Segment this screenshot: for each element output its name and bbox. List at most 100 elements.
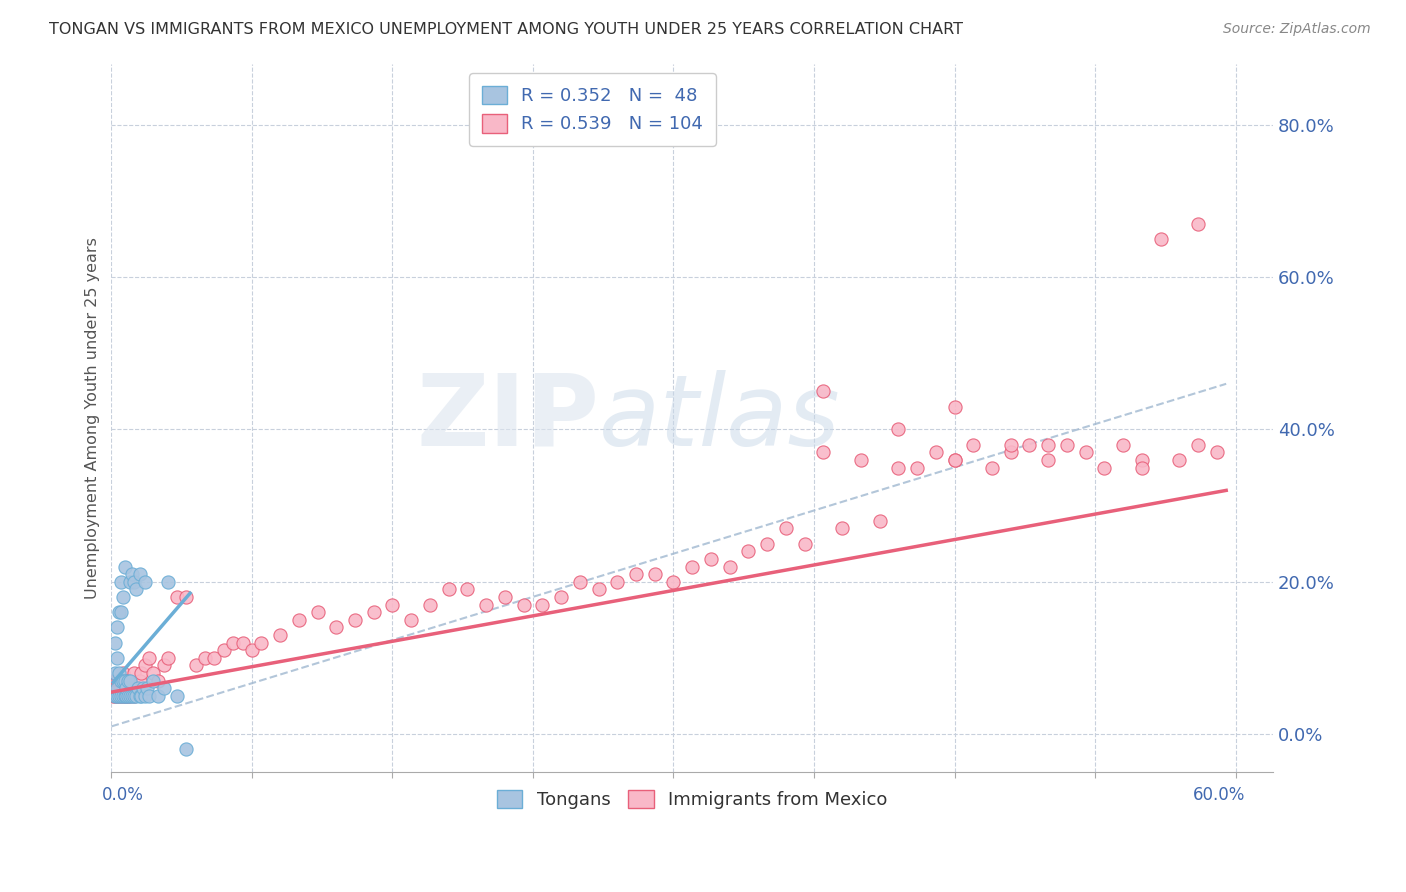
Point	[307, 605, 329, 619]
Point	[111, 673, 134, 688]
Point	[121, 567, 143, 582]
Point	[588, 582, 610, 597]
Point	[114, 689, 136, 703]
Point	[111, 590, 134, 604]
Point	[737, 544, 759, 558]
Point	[117, 689, 139, 703]
Point	[681, 559, 703, 574]
Point	[475, 598, 498, 612]
Point	[121, 689, 143, 703]
Point	[108, 681, 131, 696]
Point	[943, 400, 966, 414]
Point	[105, 689, 128, 703]
Point	[813, 384, 835, 399]
Point	[240, 643, 263, 657]
Point	[1149, 232, 1171, 246]
Point	[756, 537, 779, 551]
Point	[148, 673, 170, 688]
Point	[115, 689, 138, 703]
Point	[134, 658, 156, 673]
Point	[1130, 460, 1153, 475]
Point	[343, 613, 366, 627]
Point	[176, 590, 198, 604]
Point	[606, 574, 628, 589]
Point	[125, 582, 148, 597]
Point	[142, 666, 165, 681]
Point	[114, 673, 136, 688]
Point	[156, 651, 179, 665]
Point	[108, 666, 131, 681]
Point	[1092, 460, 1115, 475]
Point	[1205, 445, 1227, 459]
Text: atlas: atlas	[599, 369, 841, 467]
Point	[138, 689, 160, 703]
Point	[127, 681, 149, 696]
Point	[142, 673, 165, 688]
Legend: Tongans, Immigrants from Mexico: Tongans, Immigrants from Mexico	[489, 782, 894, 816]
Point	[114, 689, 136, 703]
Point	[148, 689, 170, 703]
Point	[222, 635, 245, 649]
Point	[134, 574, 156, 589]
Text: 60.0%: 60.0%	[1192, 786, 1244, 804]
Point	[105, 689, 128, 703]
Text: ZIP: ZIP	[416, 369, 599, 467]
Point	[132, 681, 155, 696]
Point	[925, 445, 948, 459]
Point	[166, 689, 188, 703]
Point	[115, 681, 138, 696]
Point	[153, 681, 176, 696]
Point	[962, 438, 984, 452]
Point	[127, 681, 149, 696]
Point	[156, 574, 179, 589]
Point	[1130, 453, 1153, 467]
Point	[110, 605, 132, 619]
Point	[624, 567, 647, 582]
Point	[125, 689, 148, 703]
Point	[981, 460, 1004, 475]
Point	[644, 567, 666, 582]
Point	[194, 651, 217, 665]
Point	[120, 673, 142, 688]
Point	[1018, 438, 1040, 452]
Point	[849, 453, 872, 467]
Point	[122, 689, 145, 703]
Point	[114, 559, 136, 574]
Text: Source: ZipAtlas.com: Source: ZipAtlas.com	[1223, 22, 1371, 37]
Point	[105, 651, 128, 665]
Point	[120, 574, 142, 589]
Point	[531, 598, 554, 612]
Point	[104, 666, 127, 681]
Point	[1038, 453, 1060, 467]
Point	[176, 742, 198, 756]
Point	[166, 590, 188, 604]
Point	[568, 574, 591, 589]
Point	[122, 574, 145, 589]
Point	[550, 590, 572, 604]
Point	[128, 673, 150, 688]
Point	[110, 681, 132, 696]
Point	[128, 567, 150, 582]
Point	[1168, 453, 1191, 467]
Point	[204, 651, 226, 665]
Point	[399, 613, 422, 627]
Point	[111, 689, 134, 703]
Point	[494, 590, 516, 604]
Point	[456, 582, 478, 597]
Point	[136, 681, 159, 696]
Point	[111, 666, 134, 681]
Point	[1000, 445, 1022, 459]
Point	[1038, 438, 1060, 452]
Text: TONGAN VS IMMIGRANTS FROM MEXICO UNEMPLOYMENT AMONG YOUTH UNDER 25 YEARS CORRELA: TONGAN VS IMMIGRANTS FROM MEXICO UNEMPLO…	[49, 22, 963, 37]
Point	[108, 605, 131, 619]
Point	[943, 453, 966, 467]
Y-axis label: Unemployment Among Youth under 25 years: Unemployment Among Youth under 25 years	[86, 237, 100, 599]
Point	[1074, 445, 1097, 459]
Point	[184, 658, 207, 673]
Point	[104, 689, 127, 703]
Point	[115, 673, 138, 688]
Point	[153, 658, 176, 673]
Point	[325, 620, 347, 634]
Point	[869, 514, 891, 528]
Point	[887, 422, 910, 436]
